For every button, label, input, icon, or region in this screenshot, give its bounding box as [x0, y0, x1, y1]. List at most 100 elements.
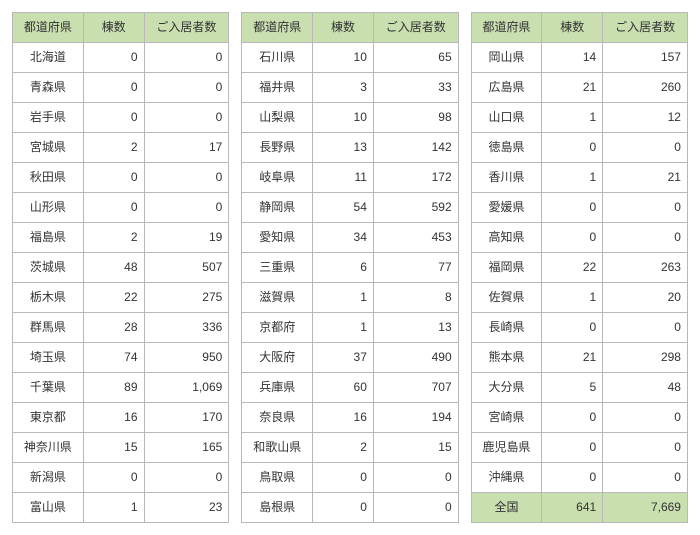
buildings-cell: 13 [313, 133, 374, 163]
prefecture-cell: 岡山県 [471, 43, 542, 73]
buildings-cell: 10 [313, 43, 374, 73]
buildings-cell: 1 [313, 313, 374, 343]
buildings-cell: 6 [313, 253, 374, 283]
prefecture-cell: 東京都 [13, 403, 84, 433]
prefecture-cell: 福井県 [242, 73, 313, 103]
table-row: 鳥取県00 [242, 463, 458, 493]
prefecture-cell: 熊本県 [471, 343, 542, 373]
buildings-cell: 10 [313, 103, 374, 133]
buildings-cell: 0 [83, 73, 144, 103]
table-row: 沖縄県00 [471, 463, 687, 493]
buildings-cell: 1 [83, 493, 144, 523]
buildings-cell: 11 [313, 163, 374, 193]
buildings-cell: 0 [83, 193, 144, 223]
residents-cell: 20 [603, 283, 688, 313]
prefecture-cell: 埼玉県 [13, 343, 84, 373]
prefecture-cell: 宮崎県 [471, 403, 542, 433]
residents-cell: 0 [373, 493, 458, 523]
prefecture-table-2: 都道府県棟数ご入居者数石川県1065福井県333山梨県1098長野県13142岐… [241, 12, 458, 523]
table-row: 山口県112 [471, 103, 687, 133]
prefecture-cell: 北海道 [13, 43, 84, 73]
prefecture-table-1: 都道府県棟数ご入居者数北海道00青森県00岩手県00宮城県217秋田県00山形県… [12, 12, 229, 523]
table-row: 福岡県22263 [471, 253, 687, 283]
buildings-cell: 48 [83, 253, 144, 283]
residents-cell: 263 [603, 253, 688, 283]
residents-cell: 98 [373, 103, 458, 133]
total-label-cell: 全国 [471, 493, 542, 523]
table-row: 鹿児島県00 [471, 433, 687, 463]
residents-cell: 170 [144, 403, 229, 433]
buildings-cell: 0 [542, 193, 603, 223]
residents-cell: 275 [144, 283, 229, 313]
residents-cell: 48 [603, 373, 688, 403]
prefecture-cell: 栃木県 [13, 283, 84, 313]
prefecture-cell: 山梨県 [242, 103, 313, 133]
residents-cell: 23 [144, 493, 229, 523]
residents-cell: 0 [144, 73, 229, 103]
prefecture-cell: 広島県 [471, 73, 542, 103]
buildings-cell: 16 [83, 403, 144, 433]
prefecture-cell: 大阪府 [242, 343, 313, 373]
prefecture-cell: 大分県 [471, 373, 542, 403]
total-buildings-cell: 641 [542, 493, 603, 523]
residents-cell: 260 [603, 73, 688, 103]
buildings-cell: 0 [542, 403, 603, 433]
buildings-cell: 0 [83, 103, 144, 133]
table-row: 静岡県54592 [242, 193, 458, 223]
residents-cell: 19 [144, 223, 229, 253]
residents-cell: 0 [144, 163, 229, 193]
prefecture-cell: 秋田県 [13, 163, 84, 193]
buildings-cell: 1 [313, 283, 374, 313]
residents-cell: 0 [603, 463, 688, 493]
table-row: 石川県1065 [242, 43, 458, 73]
buildings-cell: 0 [313, 493, 374, 523]
table-row: 大阪府37490 [242, 343, 458, 373]
buildings-cell: 22 [542, 253, 603, 283]
buildings-cell: 21 [542, 73, 603, 103]
table-row: 山形県00 [13, 193, 229, 223]
table-row: 京都府113 [242, 313, 458, 343]
buildings-cell: 2 [83, 223, 144, 253]
table-row: 群馬県28336 [13, 313, 229, 343]
buildings-cell: 34 [313, 223, 374, 253]
buildings-cell: 0 [83, 43, 144, 73]
buildings-cell: 5 [542, 373, 603, 403]
table-row: 新潟県00 [13, 463, 229, 493]
table-row: 福島県219 [13, 223, 229, 253]
total-row: 全国6417,669 [471, 493, 687, 523]
table-row: 埼玉県74950 [13, 343, 229, 373]
residents-cell: 13 [373, 313, 458, 343]
buildings-cell: 22 [83, 283, 144, 313]
prefecture-cell: 島根県 [242, 493, 313, 523]
buildings-cell: 0 [542, 223, 603, 253]
residents-cell: 0 [603, 403, 688, 433]
buildings-cell: 0 [542, 433, 603, 463]
residents-cell: 950 [144, 343, 229, 373]
buildings-cell: 0 [542, 313, 603, 343]
residents-cell: 0 [603, 313, 688, 343]
table-row: 奈良県16194 [242, 403, 458, 433]
table-row: 福井県333 [242, 73, 458, 103]
prefecture-cell: 静岡県 [242, 193, 313, 223]
prefecture-cell: 鹿児島県 [471, 433, 542, 463]
prefecture-cell: 群馬県 [13, 313, 84, 343]
table-header-row: 都道府県棟数ご入居者数 [242, 13, 458, 43]
table-header-row: 都道府県棟数ご入居者数 [471, 13, 687, 43]
tables-container: 都道府県棟数ご入居者数北海道00青森県00岩手県00宮城県217秋田県00山形県… [12, 12, 688, 523]
table-row: 滋賀県18 [242, 283, 458, 313]
prefecture-cell: 新潟県 [13, 463, 84, 493]
table-row: 富山県123 [13, 493, 229, 523]
buildings-cell: 0 [83, 463, 144, 493]
residents-cell: 77 [373, 253, 458, 283]
residents-cell: 507 [144, 253, 229, 283]
col-header-prefecture: 都道府県 [13, 13, 84, 43]
buildings-cell: 74 [83, 343, 144, 373]
table-row: 島根県00 [242, 493, 458, 523]
prefecture-cell: 沖縄県 [471, 463, 542, 493]
col-header-buildings: 棟数 [542, 13, 603, 43]
prefecture-cell: 山口県 [471, 103, 542, 133]
prefecture-cell: 石川県 [242, 43, 313, 73]
buildings-cell: 28 [83, 313, 144, 343]
prefecture-cell: 長野県 [242, 133, 313, 163]
prefecture-cell: 長崎県 [471, 313, 542, 343]
